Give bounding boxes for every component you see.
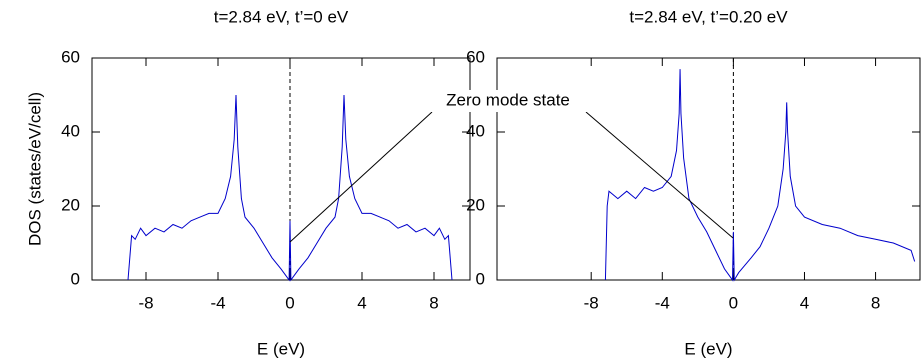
- x-tick-label: -8: [584, 293, 599, 312]
- x-tick-label: 4: [800, 293, 809, 312]
- dos-line: [604, 69, 916, 282]
- dos-line: [127, 94, 453, 282]
- annotation-arrow: [585, 111, 734, 239]
- annotation-bg: [424, 90, 592, 112]
- x-tick-label: 0: [729, 293, 738, 312]
- y-tick-label: 0: [476, 269, 485, 288]
- annotation-arrow: [289, 111, 433, 243]
- plot-frame: [91, 57, 471, 281]
- y-tick-label: 20: [61, 195, 80, 214]
- x-axis-label: E (eV): [257, 339, 305, 358]
- x-tick-label: 0: [285, 293, 294, 312]
- y-tick-label: 40: [61, 121, 80, 140]
- y-tick-label: 0: [71, 269, 80, 288]
- panel-title: t=2.84 eV, t’=0 eV: [214, 7, 349, 26]
- y-tick-label: 60: [466, 47, 485, 66]
- y-tick-label: 60: [61, 47, 80, 66]
- x-tick-label: -4: [210, 293, 225, 312]
- y-axis-label: DOS (states/eV/cell): [25, 92, 44, 246]
- plot-frame: [496, 57, 921, 281]
- x-tick-label: 8: [429, 293, 438, 312]
- y-tick-label: 20: [466, 195, 485, 214]
- x-axis-label: E (eV): [684, 339, 732, 358]
- x-tick-label: 4: [357, 293, 366, 312]
- panel-title: t=2.84 eV, t’=0.20 eV: [629, 7, 788, 26]
- x-tick-label: -4: [655, 293, 670, 312]
- annotation: Zero mode state: [446, 90, 570, 109]
- y-tick-label: 40: [466, 121, 485, 140]
- x-tick-label: -8: [138, 293, 153, 312]
- x-tick-label: 8: [871, 293, 880, 312]
